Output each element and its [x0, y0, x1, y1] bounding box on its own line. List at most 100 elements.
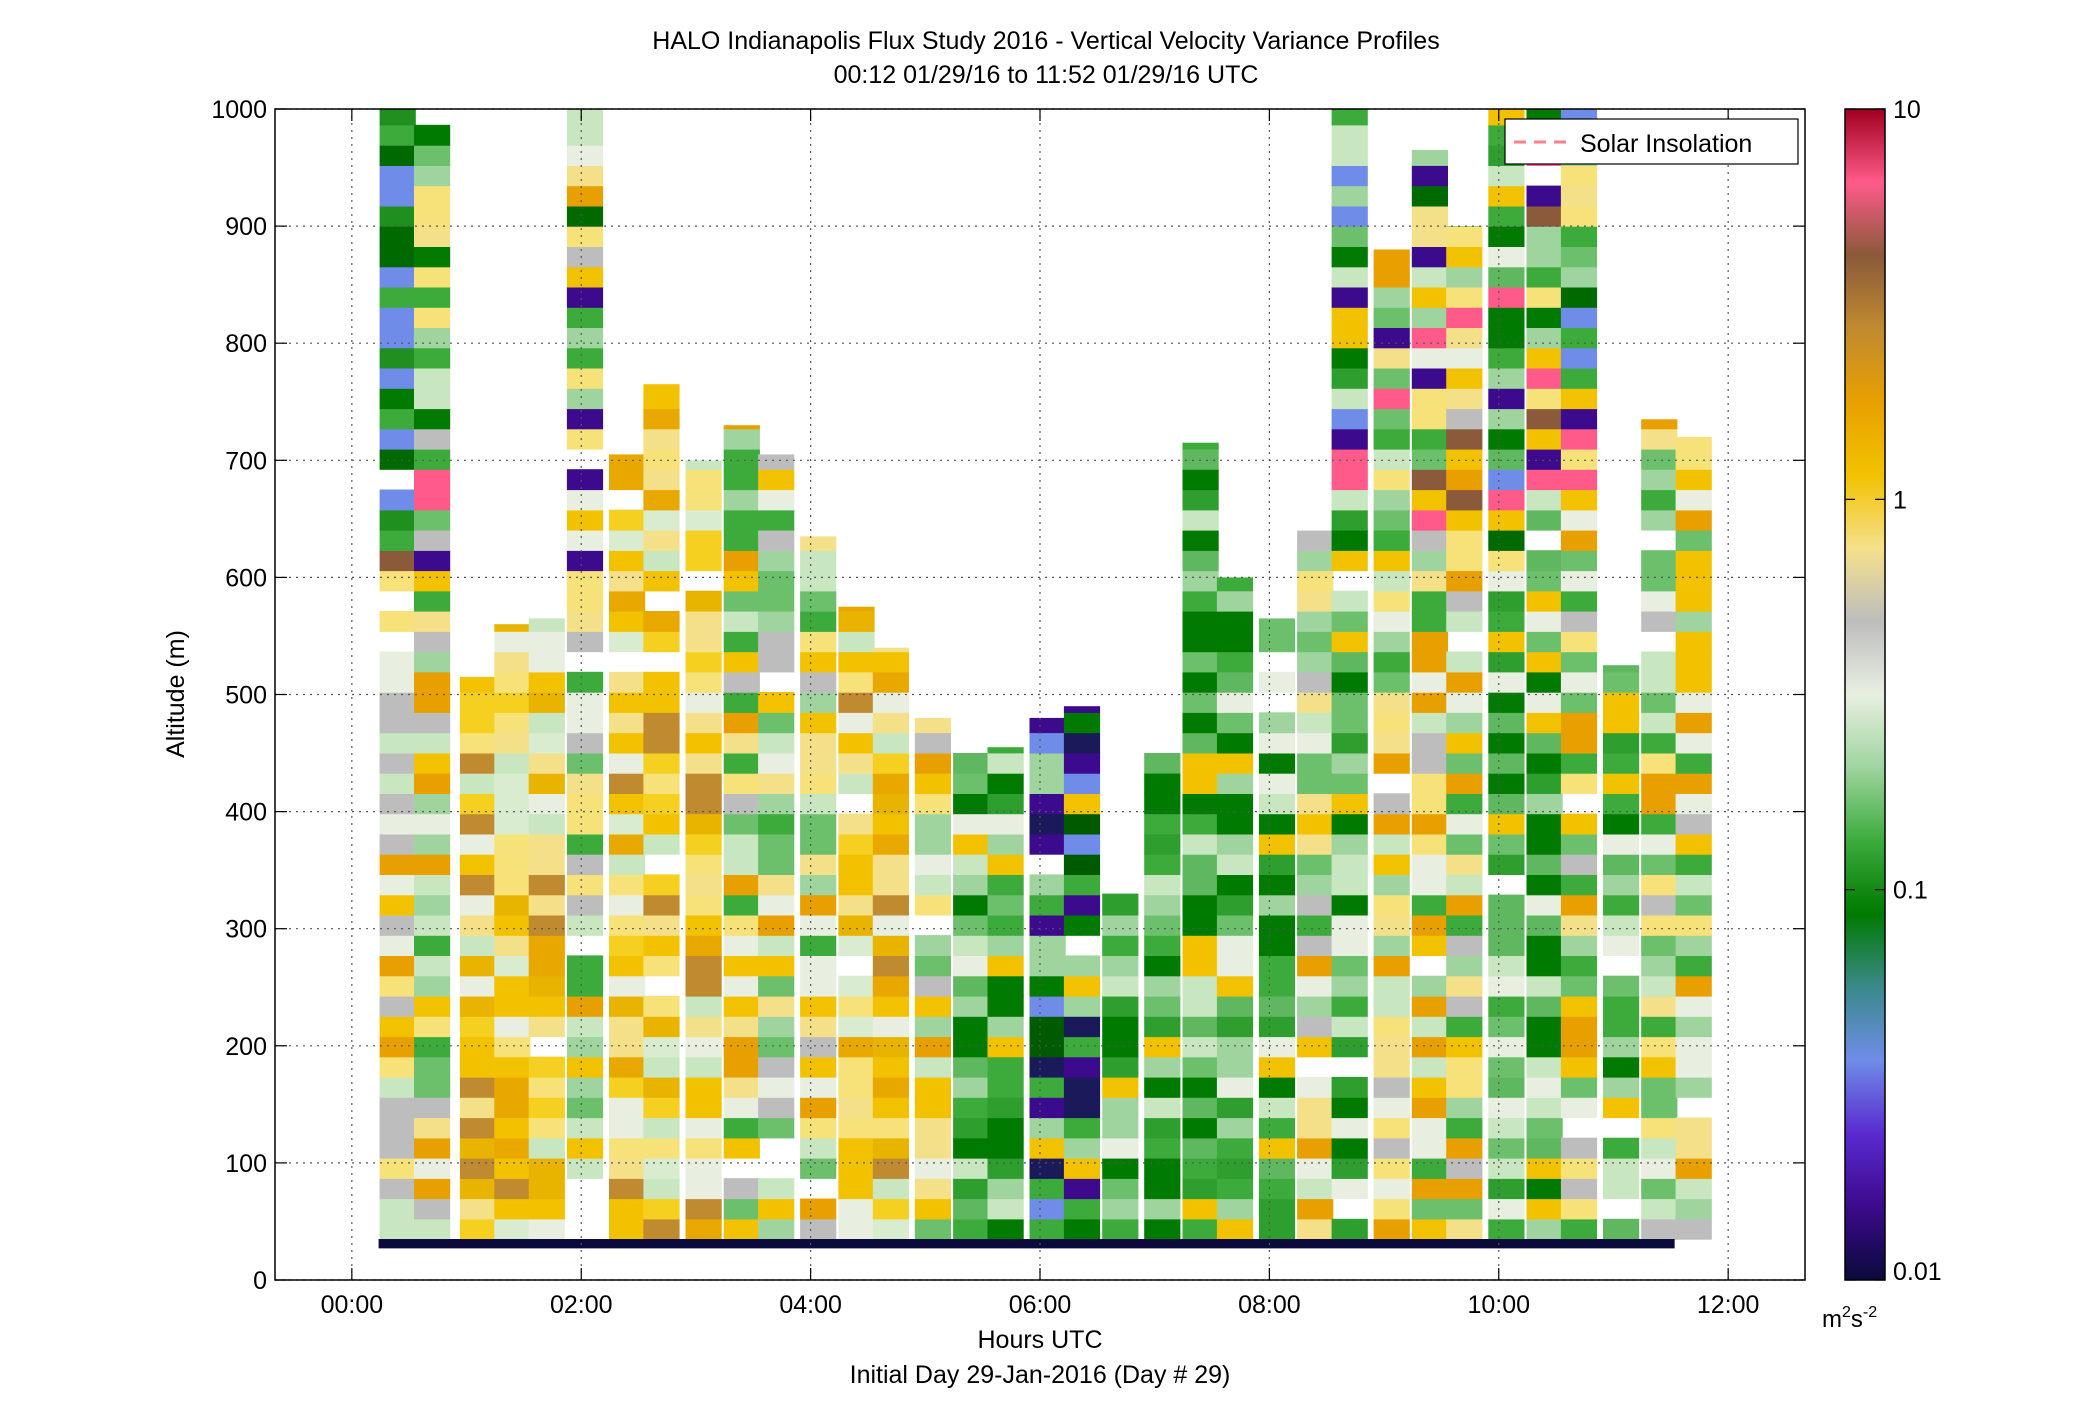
- heatmap-cell: [838, 1016, 875, 1038]
- heatmap-cell: [1216, 692, 1254, 713]
- heatmap-cell: [1411, 408, 1448, 430]
- heatmap-cell: [1331, 367, 1368, 389]
- heatmap-cell: [723, 1137, 760, 1159]
- heatmap-cell: [1603, 793, 1640, 815]
- heatmap-cell: [459, 773, 497, 794]
- heatmap-cell: [379, 145, 416, 166]
- heatmap-cell: [1560, 692, 1598, 713]
- heatmap-cell: [1446, 793, 1483, 815]
- heatmap-cell: [609, 611, 646, 632]
- heatmap-cell: [609, 1158, 646, 1179]
- heatmap-cell: [414, 692, 451, 713]
- heatmap-cell: [838, 712, 875, 734]
- heatmap-cell: [1258, 1056, 1296, 1078]
- heatmap-cell: [1675, 489, 1712, 511]
- heatmap-cell: [1641, 1218, 1678, 1240]
- heatmap-cell: [838, 1218, 875, 1240]
- heatmap-cell: [1641, 712, 1678, 734]
- heatmap-cell: [987, 833, 1024, 855]
- heatmap-cell: [643, 570, 680, 592]
- heatmap-cell: [1641, 692, 1678, 713]
- heatmap-cell: [1063, 752, 1101, 774]
- heatmap-cell: [1297, 1036, 1334, 1058]
- heatmap-cell: [1182, 732, 1219, 754]
- heatmap-cell: [1144, 773, 1181, 794]
- heatmap-cell: [1063, 975, 1101, 997]
- heatmap-cell: [459, 732, 497, 754]
- heatmap-cell: [800, 590, 837, 612]
- heatmap-cell: [566, 813, 604, 835]
- heatmap-cell: [872, 1036, 909, 1058]
- heatmap-cell: [685, 813, 722, 835]
- heatmap-cell: [414, 833, 451, 855]
- heatmap-cell: [379, 428, 416, 450]
- heatmap-cell: [1258, 995, 1296, 1017]
- heatmap-cell: [379, 109, 416, 126]
- heatmap-cell: [379, 995, 416, 1017]
- heatmap-cell: [1216, 1218, 1254, 1240]
- heatmap-cell: [1216, 833, 1254, 855]
- heatmap-cell: [1331, 732, 1368, 754]
- heatmap-cell: [1488, 266, 1525, 288]
- heatmap-cell: [1411, 489, 1448, 511]
- heatmap-cell: [987, 1117, 1024, 1139]
- heatmap-cell: [1488, 185, 1525, 207]
- heatmap-cell: [1216, 955, 1254, 977]
- heatmap-cell: [1216, 1198, 1254, 1220]
- heatmap-cell: [1560, 1076, 1598, 1098]
- heatmap-cell: [1331, 692, 1368, 713]
- heatmap-cell: [1641, 671, 1678, 693]
- y-tick-label: 200: [225, 1033, 267, 1061]
- heatmap-cell: [1675, 469, 1712, 491]
- heatmap-cell: [953, 975, 990, 997]
- heatmap-cell: [379, 671, 416, 693]
- heatmap-cell: [1216, 590, 1254, 612]
- heatmap-cell: [1675, 813, 1712, 835]
- heatmap-cell: [566, 286, 604, 308]
- heatmap-cell: [1488, 975, 1525, 997]
- heatmap-cell: [1331, 651, 1368, 673]
- heatmap-cell: [414, 955, 451, 977]
- heatmap-cell: [1063, 1097, 1101, 1119]
- heatmap-cell: [1411, 266, 1448, 288]
- heatmap-cell: [1144, 1178, 1181, 1200]
- heatmap-cell: [758, 651, 795, 673]
- heatmap-cell: [1331, 145, 1368, 166]
- heatmap-cell: [1063, 1158, 1101, 1179]
- heatmap-cell: [379, 914, 416, 936]
- heatmap-cell: [685, 530, 722, 551]
- heatmap-cell: [685, 1117, 722, 1139]
- heatmap-cell: [1297, 955, 1334, 977]
- heatmap-cell: [1446, 975, 1483, 997]
- heatmap-cell: [685, 955, 722, 977]
- heatmap-cell: [987, 914, 1024, 936]
- heatmap-cell: [685, 692, 722, 713]
- heatmap-cell: [723, 651, 760, 673]
- heatmap-cell: [1446, 874, 1483, 896]
- heatmap-cell: [1675, 712, 1712, 734]
- y-axis-ticks: 0 100 200 300 400 500 600 700 800 900 1000: [211, 96, 1805, 1295]
- heatmap-cell: [1641, 995, 1678, 1017]
- heatmap-cell: [379, 286, 416, 308]
- heatmap-cell: [1603, 1218, 1640, 1240]
- heatmap-cell: [1258, 1198, 1296, 1220]
- heatmap-cell: [1373, 509, 1410, 531]
- heatmap-cell: [414, 1137, 451, 1159]
- heatmap-cell: [1373, 692, 1410, 713]
- heatmap-cell: [1216, 1158, 1254, 1179]
- heatmap-cell: [1603, 813, 1640, 835]
- heatmap-cell: [1526, 935, 1563, 956]
- heatmap-cell: [1182, 1218, 1219, 1240]
- heatmap-cell: [566, 752, 604, 774]
- heatmap-cell: [1446, 448, 1483, 470]
- heatmap-cell: [1526, 246, 1563, 268]
- heatmap-cell: [609, 732, 646, 754]
- heatmap-cell: [723, 570, 760, 592]
- heatmap-cell: [1029, 1158, 1066, 1179]
- heatmap-cell: [1029, 1218, 1066, 1240]
- heatmap-cell: [1182, 1198, 1219, 1220]
- heatmap-cell: [838, 631, 875, 653]
- heatmap-cell: [1488, 530, 1525, 551]
- heatmap-cell: [1411, 894, 1448, 916]
